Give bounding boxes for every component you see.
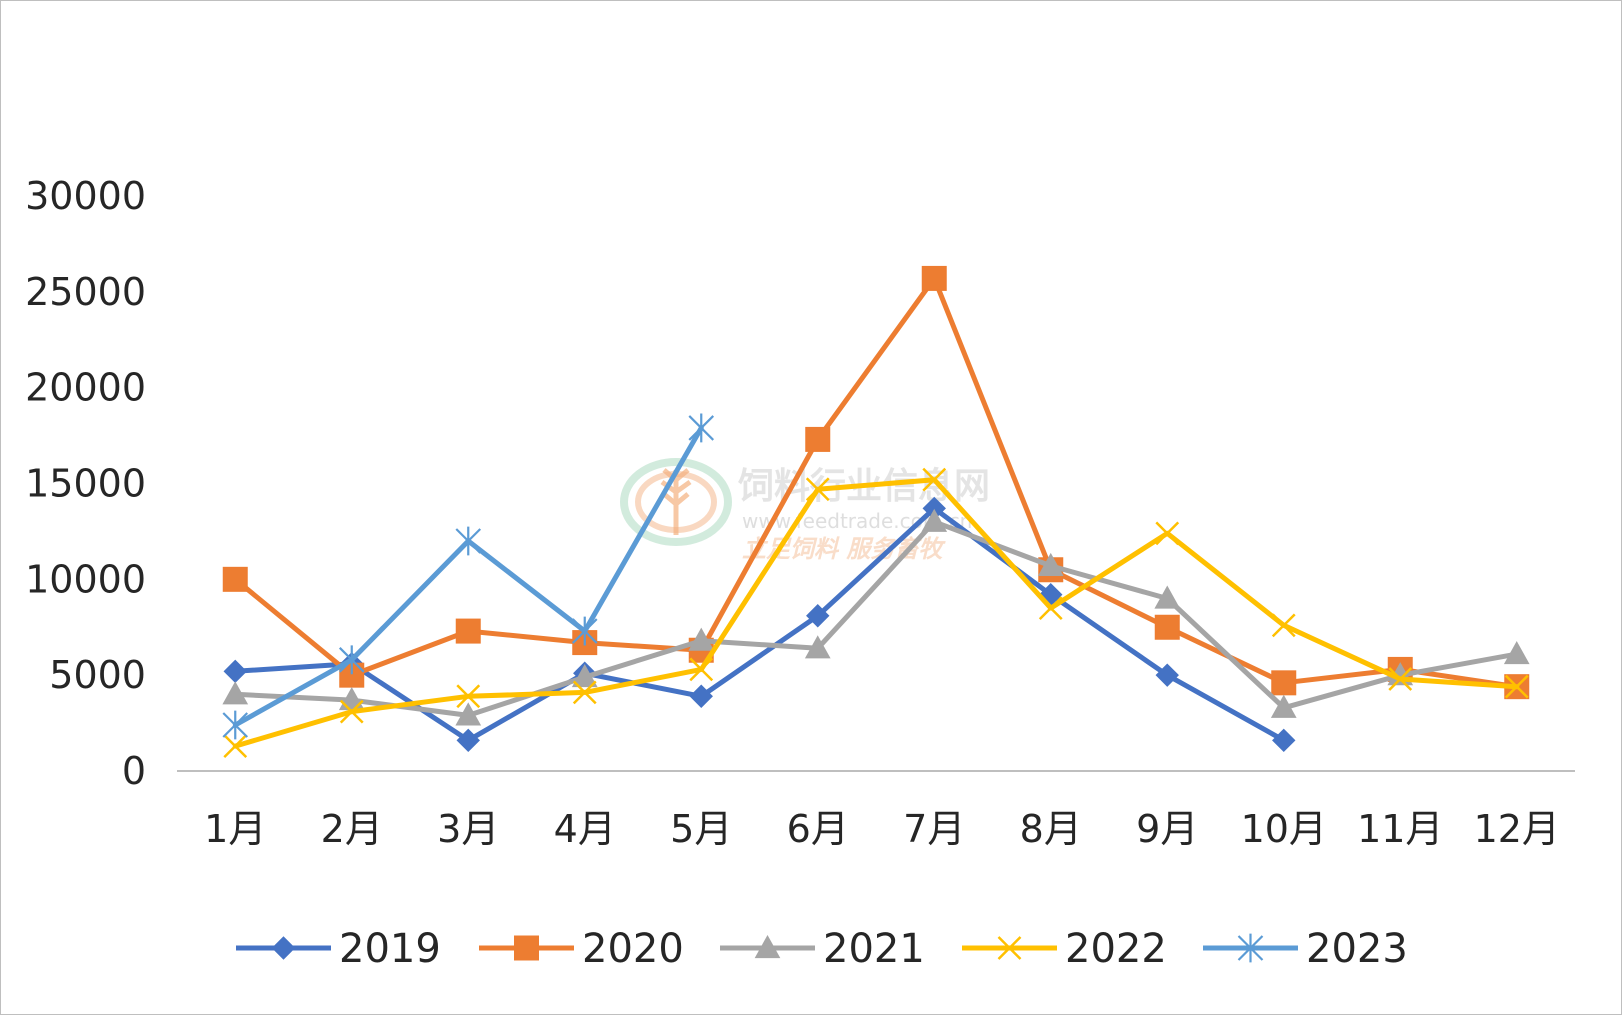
legend-item-2022: 2022 <box>962 926 1167 972</box>
data-point-2021 <box>804 635 831 659</box>
data-point-2021 <box>688 627 715 651</box>
data-point-2023 <box>222 710 249 740</box>
series-2023 <box>222 413 715 740</box>
x-tick-label: 6月 <box>787 807 849 851</box>
data-point-2022 <box>339 699 364 724</box>
legend-item-2019: 2019 <box>236 926 441 972</box>
data-point-legend-2023 <box>1237 933 1264 963</box>
x-tick-label: 4月 <box>554 807 616 851</box>
data-point-2021 <box>222 681 249 705</box>
x-tick-label: 7月 <box>903 807 965 851</box>
data-point-2019 <box>1155 663 1179 687</box>
data-point-2021 <box>1037 552 1064 577</box>
watermark: 饲料行业信息网 www.feedtrade.com.cn 立足饲料 服务畜牧 <box>620 458 990 563</box>
data-point-2022 <box>1388 667 1413 691</box>
series-line-2020 <box>232 275 1520 690</box>
legend-item-2021: 2021 <box>720 926 925 972</box>
data-point-2023 <box>455 526 482 556</box>
data-point-2022 <box>689 657 714 682</box>
series-line-2022 <box>232 477 1520 749</box>
data-point-2023 <box>338 645 365 675</box>
legend-label: 2020 <box>582 926 684 972</box>
data-point-2020 <box>1271 670 1297 696</box>
x-tick-label: 5月 <box>670 807 732 851</box>
data-point-2020 <box>455 618 481 644</box>
y-tick-label: 15000 <box>25 462 146 506</box>
y-tick-label: 30000 <box>25 174 146 218</box>
legend-label: 2023 <box>1306 926 1408 972</box>
data-point-2020 <box>921 265 947 291</box>
y-tick-label: 25000 <box>25 270 146 314</box>
x-tick-label: 11月 <box>1357 807 1443 851</box>
legend-label: 2021 <box>823 926 925 972</box>
data-point-2021 <box>571 664 598 688</box>
series-2020 <box>222 265 1530 700</box>
series-line-2021 <box>232 519 1520 718</box>
y-tick-label: 10000 <box>25 557 146 601</box>
series-2022 <box>223 467 1529 758</box>
data-point-2022 <box>1038 596 1063 620</box>
legend-item-2020: 2020 <box>479 926 684 972</box>
y-tick-label: 5000 <box>49 653 146 697</box>
data-point-2022 <box>456 684 481 709</box>
x-axis-tick-labels: 1月 2月 3月 4月 5月 6月 7月 8月 9月 10月 11月 12月 <box>204 807 1560 851</box>
data-point-2022 <box>922 467 947 492</box>
y-axis-tick-labels: 0 5000 10000 15000 20000 25000 30000 <box>25 174 146 793</box>
data-point-2022 <box>805 477 830 502</box>
y-tick-label: 20000 <box>25 366 146 410</box>
data-point-2022 <box>1271 613 1296 638</box>
data-point-2021 <box>1154 585 1181 609</box>
series-layer <box>222 265 1530 758</box>
data-point-legend-2019 <box>271 936 296 960</box>
data-point-2022 <box>223 734 248 758</box>
data-point-2021 <box>921 508 948 532</box>
data-point-legend-2021 <box>754 934 781 959</box>
data-point-2021 <box>455 702 482 726</box>
data-point-2019 <box>456 728 480 753</box>
x-tick-label: 3月 <box>437 807 499 851</box>
x-tick-label: 9月 <box>1136 807 1198 851</box>
data-point-2023 <box>688 413 715 443</box>
data-point-2019 <box>806 604 830 628</box>
data-point-2022 <box>1155 521 1180 546</box>
data-point-2022 <box>1504 674 1529 699</box>
x-tick-label: 12月 <box>1474 807 1560 851</box>
data-point-2020 <box>805 426 831 452</box>
legend-label: 2019 <box>339 926 441 972</box>
data-point-2020 <box>1154 614 1180 640</box>
data-point-2022 <box>572 680 597 705</box>
data-point-2019 <box>1272 728 1296 753</box>
data-point-2021 <box>1503 641 1530 665</box>
data-point-2023 <box>571 616 598 646</box>
x-tick-label: 10月 <box>1241 807 1327 851</box>
data-point-2020 <box>222 566 248 592</box>
x-tick-label: 8月 <box>1020 807 1082 851</box>
legend-label: 2022 <box>1065 926 1167 972</box>
legend-item-2023: 2023 <box>1203 926 1408 972</box>
data-point-2019 <box>223 659 247 684</box>
legend: 2019 2020 2021 2022 2023 <box>236 926 1408 972</box>
data-point-legend-2020 <box>514 935 539 961</box>
x-tick-label: 2月 <box>321 807 383 851</box>
data-point-legend-2022 <box>997 936 1022 960</box>
data-point-2021 <box>1270 694 1297 718</box>
y-tick-label: 0 <box>122 749 146 793</box>
x-tick-label: 1月 <box>204 807 266 851</box>
data-point-2019 <box>689 684 713 708</box>
